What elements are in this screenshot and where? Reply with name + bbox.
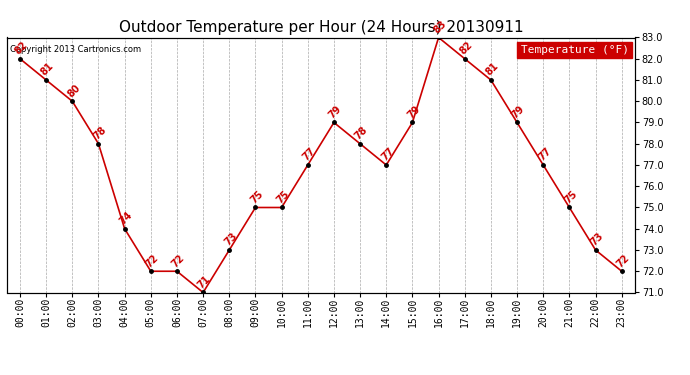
Text: 77: 77 bbox=[380, 146, 396, 163]
Text: 79: 79 bbox=[327, 104, 344, 120]
Text: 74: 74 bbox=[118, 210, 135, 226]
Text: 79: 79 bbox=[406, 104, 422, 120]
Title: Outdoor Temperature per Hour (24 Hours) 20130911: Outdoor Temperature per Hour (24 Hours) … bbox=[119, 20, 523, 35]
Text: 73: 73 bbox=[222, 231, 239, 248]
Text: 83: 83 bbox=[432, 19, 448, 35]
Text: 77: 77 bbox=[301, 146, 317, 163]
Text: 80: 80 bbox=[66, 82, 82, 99]
Text: 82: 82 bbox=[13, 40, 30, 57]
Text: 75: 75 bbox=[275, 189, 291, 206]
Text: 77: 77 bbox=[536, 146, 553, 163]
Text: 82: 82 bbox=[457, 40, 475, 57]
Text: 72: 72 bbox=[144, 252, 161, 269]
Text: 72: 72 bbox=[615, 252, 631, 269]
Text: 75: 75 bbox=[248, 189, 265, 206]
Text: 79: 79 bbox=[510, 104, 526, 120]
Text: 71: 71 bbox=[196, 274, 213, 290]
Text: 75: 75 bbox=[562, 189, 579, 206]
Text: Copyright 2013 Cartronics.com: Copyright 2013 Cartronics.com bbox=[10, 45, 141, 54]
Text: 73: 73 bbox=[589, 231, 605, 248]
Text: 81: 81 bbox=[39, 61, 56, 78]
Text: 81: 81 bbox=[484, 61, 501, 78]
Text: 78: 78 bbox=[92, 125, 108, 142]
Text: Temperature (°F): Temperature (°F) bbox=[520, 45, 629, 55]
Text: 78: 78 bbox=[353, 125, 370, 142]
Text: 72: 72 bbox=[170, 252, 186, 269]
